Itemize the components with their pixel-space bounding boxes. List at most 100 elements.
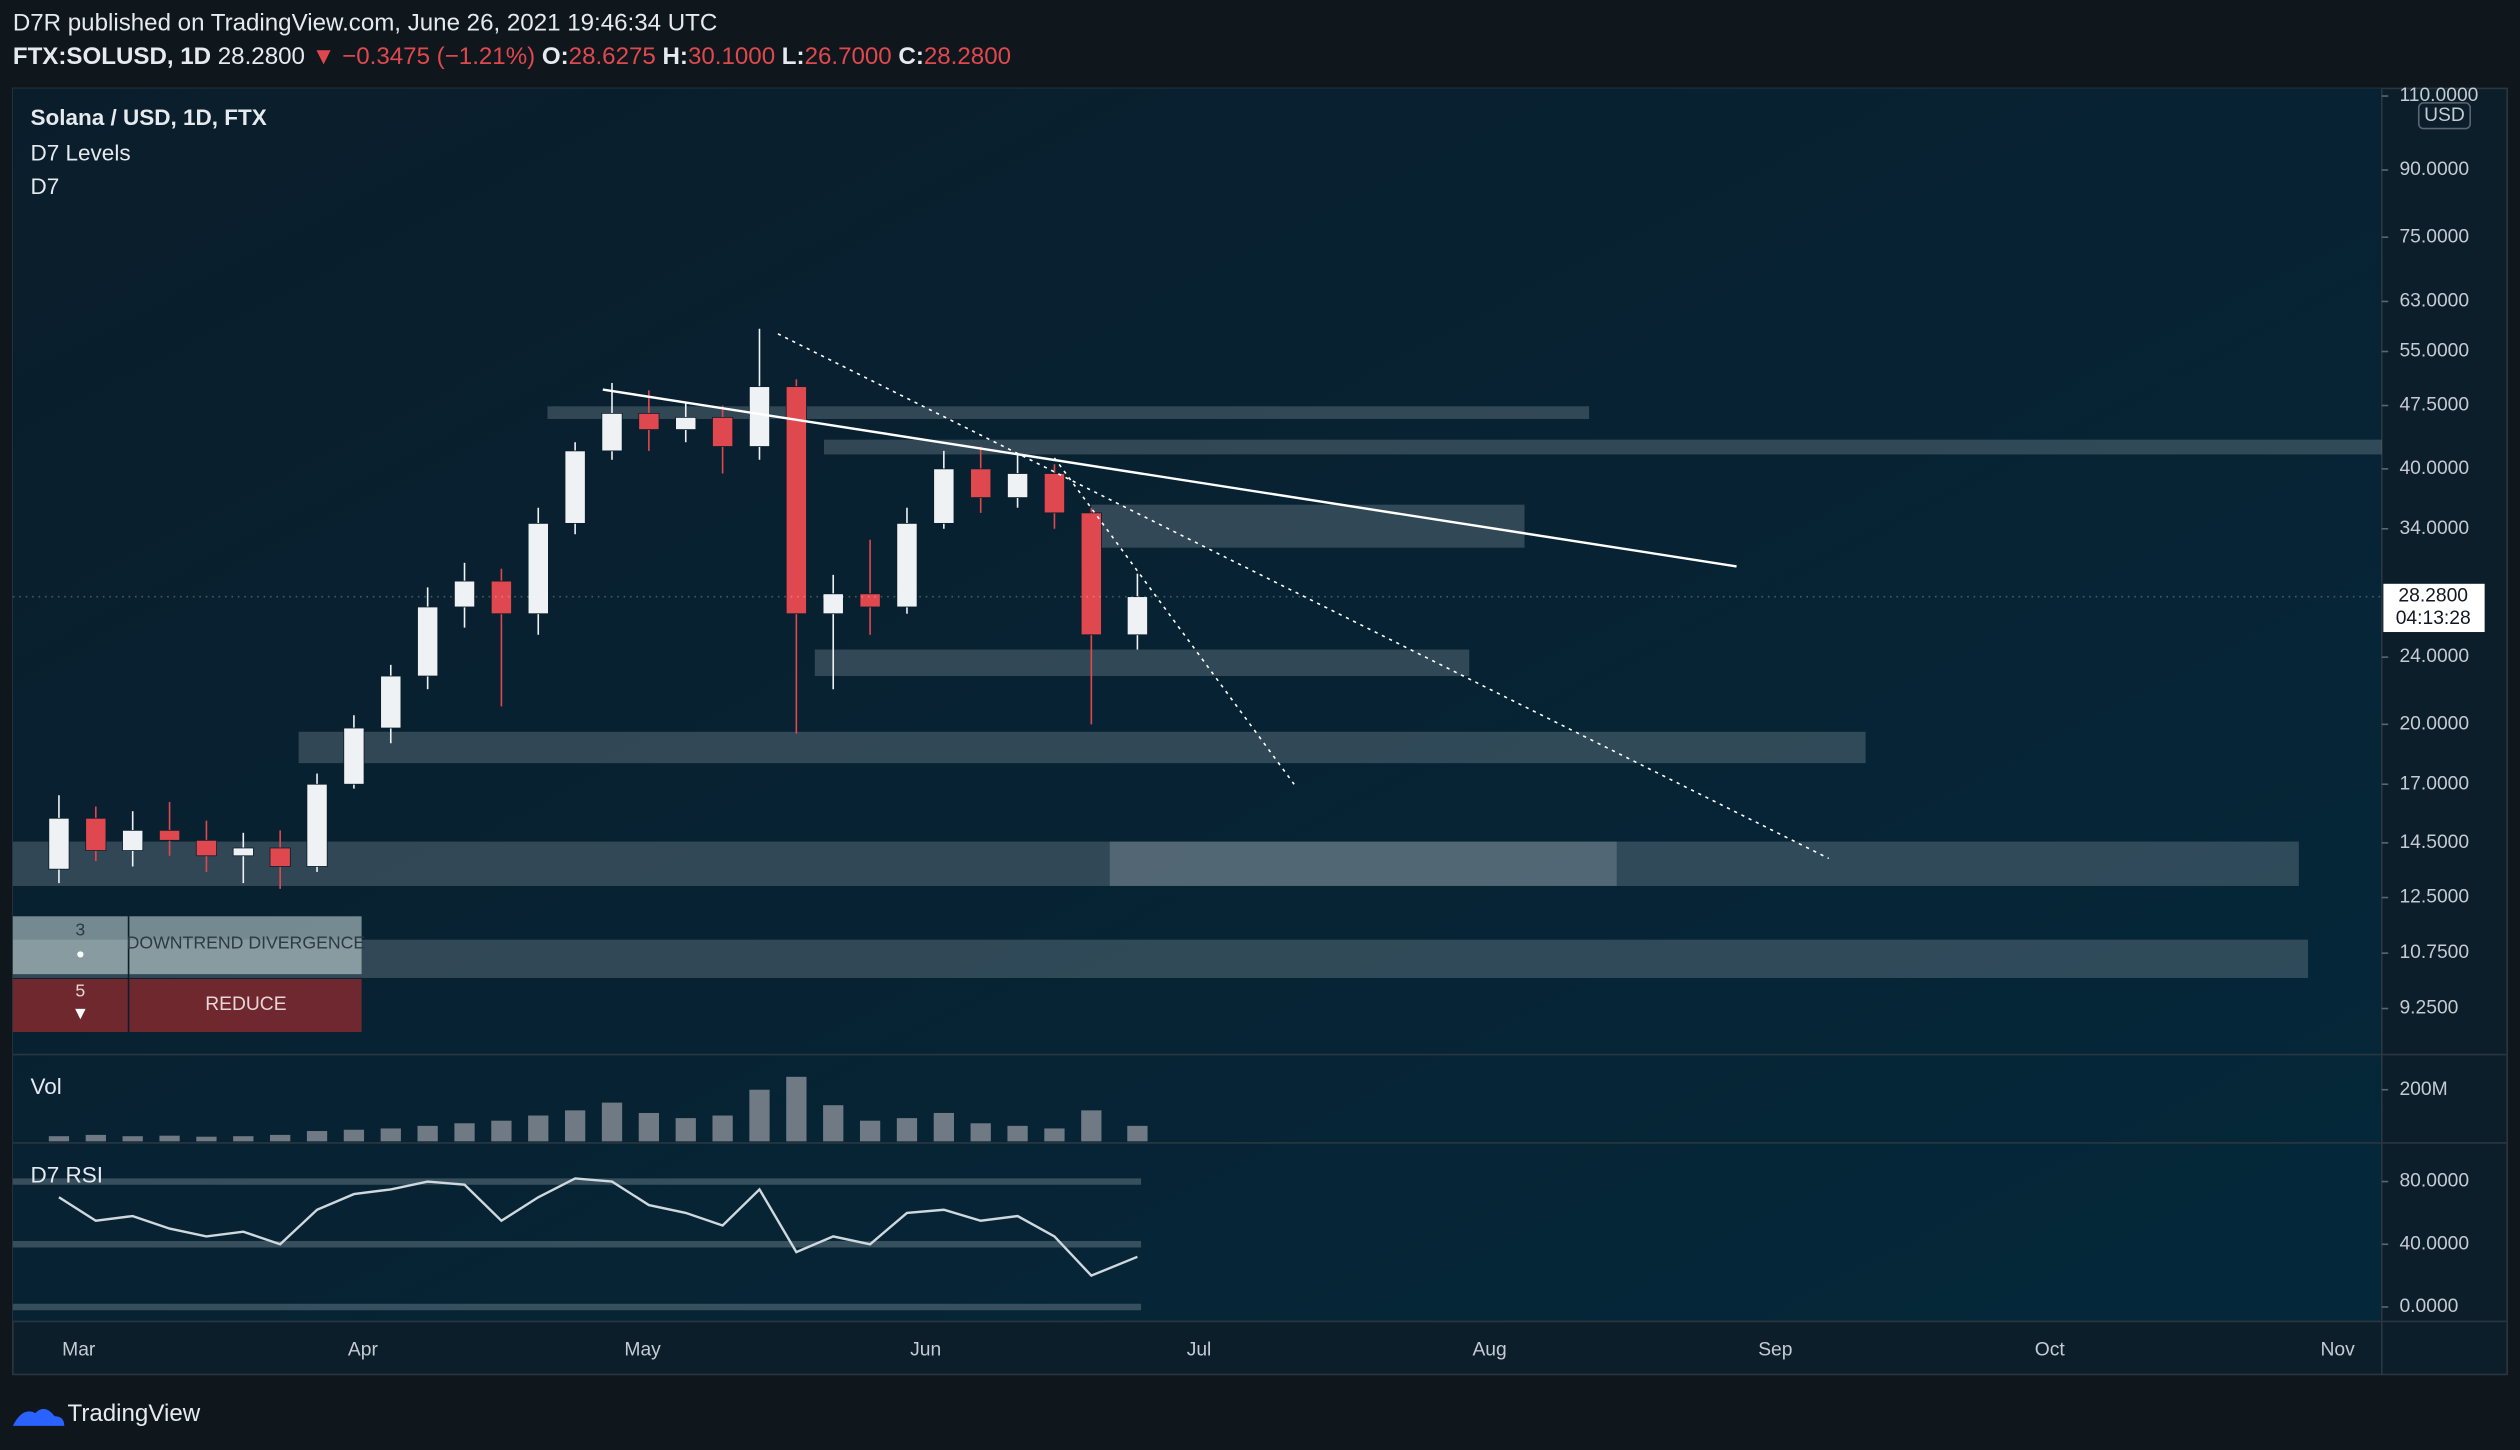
trendline [602, 388, 1737, 568]
candle-body [1080, 512, 1102, 636]
y-tick-label: 63.0000 [2399, 291, 2469, 312]
volume-bar [528, 1115, 549, 1142]
volume-bar [896, 1118, 918, 1142]
candle-body [1126, 596, 1148, 636]
y-tick-label: 0.0000 [2399, 1296, 2458, 1317]
trendline [1053, 457, 1295, 785]
volume-bar [749, 1089, 770, 1142]
x-tick-label: Jul [1187, 1339, 1212, 1360]
candle-body [527, 522, 549, 615]
x-tick-label: Jun [910, 1339, 941, 1360]
volume-bar [564, 1110, 586, 1142]
volume-bar [1081, 1110, 1102, 1142]
x-tick-label: Nov [2320, 1339, 2355, 1360]
candle-body [601, 412, 623, 452]
x-tick-label: Sep [1758, 1339, 1792, 1360]
y-tick-label: 90.0000 [2399, 159, 2469, 180]
level-zone [1091, 504, 1525, 548]
candle-body [638, 412, 660, 430]
signal-icon: ▼ [72, 1003, 89, 1023]
rsi-line [58, 1177, 1138, 1278]
x-tick-label: Apr [348, 1339, 379, 1360]
y-tick-label: 10.7500 [2399, 942, 2469, 963]
c-label: C: [898, 43, 923, 70]
price-label: 28.2800 [2398, 586, 2468, 607]
candle-body [269, 847, 291, 867]
signal-row [12, 916, 362, 975]
y-tick-label: 80.0000 [2399, 1171, 2469, 1192]
volume-bar [306, 1131, 328, 1142]
y-tick-label: 75.0000 [2399, 226, 2469, 247]
volume-bar [270, 1134, 291, 1142]
brand-logo [12, 1408, 65, 1426]
volume-bar [1007, 1125, 1028, 1142]
y-tick-label: 200M [2399, 1079, 2447, 1100]
chart-title: Solana / USD, 1D, FTX [31, 105, 267, 130]
price-badge [2383, 583, 2485, 633]
signal-count: 5 [75, 981, 85, 1001]
volume-bar [786, 1076, 807, 1142]
candle-body [122, 829, 144, 851]
y-tick-label: 14.5000 [2399, 832, 2469, 853]
candle-body [675, 416, 697, 430]
l: 26.7000 [805, 43, 892, 70]
volume-bar [196, 1136, 217, 1142]
candle-body [712, 416, 734, 447]
candle-body [822, 593, 844, 615]
level-zone [814, 649, 1470, 677]
volume-bar [1044, 1128, 1065, 1142]
x-tick-label: Mar [62, 1339, 96, 1360]
x-tick-label: May [624, 1339, 661, 1360]
volume-bar [675, 1118, 696, 1142]
volume-bar [1127, 1125, 1148, 1142]
y-tick-label: 40.0000 [2399, 1233, 2469, 1254]
x-tick-label: Oct [2035, 1339, 2066, 1360]
pane-title: Vol [31, 1074, 62, 1099]
h: 30.1000 [688, 43, 775, 70]
countdown: 04:13:28 [2396, 608, 2471, 629]
o-label: O: [542, 43, 569, 70]
candle-body [1043, 473, 1065, 514]
signal-count: 3 [75, 919, 85, 939]
level-zone [824, 439, 2382, 455]
change: ▼ −0.3475 (−1.21%) [312, 43, 536, 70]
indicator-name: D7 [31, 174, 60, 199]
candle-body [85, 817, 107, 851]
y-tick-label: 34.0000 [2399, 518, 2469, 539]
last: 28.2800 [218, 43, 305, 70]
y-tick-label: 24.0000 [2399, 646, 2469, 667]
plot-background [12, 88, 2382, 1322]
volume-bar [823, 1105, 844, 1142]
y-tick-label: 40.0000 [2399, 458, 2469, 479]
level-zone [12, 841, 2299, 886]
y-tick-label: 47.5000 [2399, 395, 2469, 416]
publisher: D7R published on TradingView.com, June 2… [13, 9, 717, 36]
volume-bar [970, 1123, 991, 1142]
candle-body [785, 386, 807, 615]
x-tick-label: Aug [1472, 1339, 1506, 1360]
candle-body [859, 593, 881, 608]
candle-body [453, 580, 476, 608]
signal-table: 3 ● DOWNTREND DIVERGENCE 5 ▼ REDUCE [12, 916, 365, 1033]
candle-body [232, 847, 254, 857]
y-tick-label: 20.0000 [2399, 713, 2469, 734]
level-zone [298, 731, 1866, 764]
y-tick-label: 9.2500 [2399, 998, 2458, 1019]
brand[interactable]: TradingView [12, 1400, 201, 1427]
volume-bar [159, 1135, 180, 1142]
candle-body [1007, 473, 1029, 499]
volume-bar [454, 1123, 475, 1142]
chart-layer: 110.0000 90.0000 75.0000 63.0000 55.0000 47.5… [12, 85, 2485, 1360]
pane-title: D7 RSI [31, 1163, 104, 1188]
candle-body [896, 522, 918, 608]
candle-body [417, 606, 439, 677]
volume-bar [122, 1136, 143, 1142]
candle-body [748, 386, 771, 447]
y-tick-label: 12.5000 [2399, 887, 2469, 908]
candle-body [970, 468, 992, 499]
signal-icon: ● [76, 947, 85, 963]
symbol: FTX:SOLUSD, 1D [13, 43, 211, 70]
volume-bar [233, 1136, 254, 1142]
volume-bar [48, 1136, 70, 1142]
